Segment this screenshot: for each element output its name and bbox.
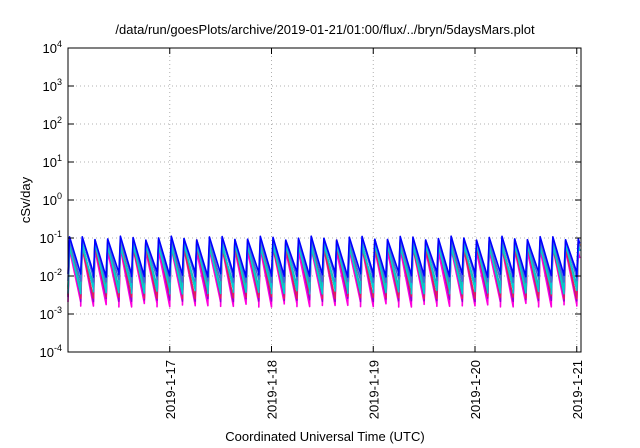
y-tick-label: 101	[43, 153, 62, 170]
y-tick-label: 103	[43, 77, 62, 94]
y-tick-label: 10-2	[40, 267, 62, 284]
y-tick-label-exponent: 3	[57, 77, 62, 87]
y-tick-label: 104	[43, 39, 62, 56]
y-tick-label-exponent: -1	[54, 229, 62, 239]
y-tick-label-base: 10	[43, 117, 57, 132]
y-tick-label-base: 10	[43, 155, 57, 170]
y-tick-label: 10-4	[40, 343, 62, 360]
x-axis-label: Coordinated Universal Time (UTC)	[225, 429, 424, 444]
x-tick-label: 2019-1-19	[366, 360, 381, 419]
y-tick-label: 10-1	[40, 229, 62, 246]
y-tick-label: 10-3	[40, 305, 62, 322]
y-tick-label: 102	[43, 115, 62, 132]
y-tick-label-exponent: -4	[54, 343, 62, 353]
y-tick-label-base: 10	[40, 269, 54, 284]
y-tick-label-base: 10	[43, 79, 57, 94]
grid-lines	[68, 48, 581, 352]
y-axis-label: cSv/day	[18, 176, 33, 223]
x-tick-label: 2019-1-17	[163, 360, 178, 419]
y-tick-label-exponent: 2	[57, 115, 62, 125]
y-tick-label-exponent: 0	[57, 191, 62, 201]
x-tick-label: 2019-1-21	[570, 360, 585, 419]
x-tick-label: 2019-1-18	[265, 360, 280, 419]
axes: 10410310210110010-110-210-310-42019-1-17…	[40, 39, 585, 419]
y-tick-label-base: 10	[40, 345, 54, 360]
y-tick-label-exponent: 1	[57, 153, 62, 163]
y-tick-label-exponent: -2	[54, 267, 62, 277]
y-tick-label-base: 10	[43, 41, 57, 56]
x-tick-label: 2019-1-20	[468, 360, 483, 419]
y-tick-label-base: 10	[43, 193, 57, 208]
series-group	[67, 235, 581, 308]
series-line	[67, 235, 581, 278]
y-tick-label-exponent: -3	[54, 305, 62, 315]
chart-title: /data/run/goesPlots/archive/2019-01-21/0…	[115, 22, 535, 37]
y-tick-label: 100	[43, 191, 62, 208]
y-tick-label-base: 10	[40, 307, 54, 322]
y-tick-label-exponent: 4	[57, 39, 62, 49]
y-tick-label-base: 10	[40, 231, 54, 246]
